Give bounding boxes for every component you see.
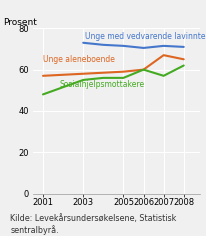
Text: Unge aleneboende: Unge aleneboende	[43, 55, 115, 64]
Text: Prosent: Prosent	[3, 18, 37, 27]
Text: Kilde: Levekårsundersøkelsene, Statistisk
sentralbyrå.: Kilde: Levekårsundersøkelsene, Statistis…	[10, 214, 177, 235]
Text: Sosialhjelpsmottakere: Sosialhjelpsmottakere	[59, 80, 144, 89]
Text: Unge med vedvarende lavinntekt: Unge med vedvarende lavinntekt	[85, 32, 206, 41]
